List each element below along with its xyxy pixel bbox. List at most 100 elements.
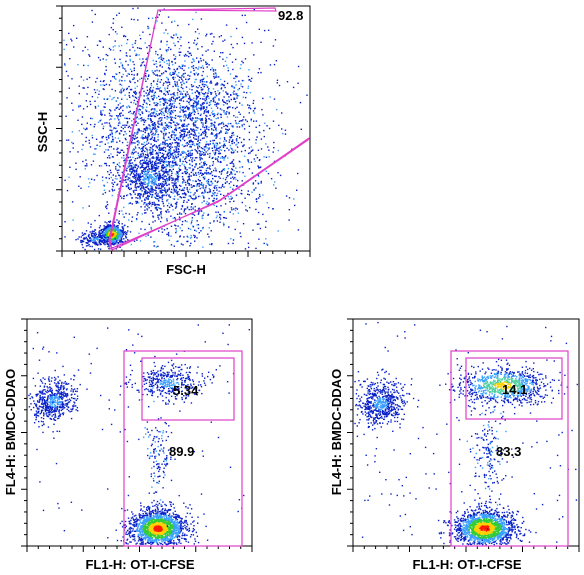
cell-point [156,198,158,200]
cell-point [107,136,109,138]
cell-point [112,138,114,141]
cell-point [146,95,148,97]
debris-point [93,230,95,233]
cell-point [210,100,212,102]
cell-point [240,150,243,153]
cell-point [154,204,156,207]
debris-point [126,231,128,234]
cell-point [226,56,228,59]
cell-point [158,57,160,60]
cell-point [111,129,113,132]
cell-point [108,33,110,36]
cell-point [137,178,139,181]
cell-point [144,135,147,138]
cell-point [172,177,174,179]
cell-point [91,117,94,120]
cell-point [106,201,108,203]
cell-point [137,193,139,195]
cell-point [136,140,138,143]
cell-point [216,103,218,105]
cell-point [151,147,153,149]
background-point [86,36,89,38]
cell-point [207,233,209,235]
cell-point [265,238,267,240]
cell-point [209,152,211,155]
cell-point [101,123,103,125]
cell-point [160,56,162,58]
cell-point [197,127,199,129]
cell-point [211,174,214,177]
cell-point [196,184,198,186]
cell-point [151,124,153,126]
debris-point [104,241,106,243]
cell-point [140,185,143,187]
debris-point [129,231,132,233]
cell-point [293,198,295,200]
cell-point [195,95,198,97]
cell-point [248,131,251,134]
cell-point [205,164,208,166]
cell-point [219,216,221,218]
cell-point [190,140,193,142]
cell-point [184,128,186,131]
cell-point [181,193,184,195]
cell-point [120,126,123,128]
debris-point [102,238,104,240]
cell-point [257,197,260,199]
debris-point [82,240,85,243]
cell-point [162,149,165,151]
cell-point [202,88,204,90]
cell-point [129,159,131,162]
cell-point [142,178,145,181]
debris-point [105,234,108,236]
cell-point [132,78,134,81]
cell-point [144,189,146,191]
cell-point [212,97,215,99]
cell-point [169,107,171,110]
debris-point [116,239,119,241]
cell-point [206,172,209,174]
cell-point [171,160,174,162]
debris-point [102,231,104,233]
debris-point [112,238,115,241]
cell-point [164,166,166,168]
panel-cfse-ddao-left: 5.34 89.9 FL1-H: OT-I-CFSE FL4-H: BMDC-D… [3,318,253,572]
cell-point [125,88,128,91]
cell-point [165,170,168,173]
cell-point [108,112,111,115]
cell-point [174,195,176,197]
debris-point [122,231,124,233]
cell-point [161,185,163,187]
debris-point [108,230,110,232]
cell-point [220,35,222,37]
cell-point [120,149,122,151]
cell-point [177,173,179,176]
cell-point [183,90,185,92]
cell-point [176,83,179,85]
cell-point [97,56,100,59]
cell-point [203,146,206,148]
cell-point [137,109,139,111]
cell-point [98,165,101,167]
cell-point [156,104,158,106]
cell-point [228,96,230,98]
debris-point [90,238,92,240]
background-point [135,54,137,57]
background-point [164,122,166,124]
cell-point [264,122,266,124]
cell-point [173,54,175,56]
cell-point [129,170,131,172]
cell-point [151,162,153,164]
cell-point [200,172,202,174]
cell-point [167,178,169,180]
cell-point [146,203,148,205]
cell-point [112,97,114,99]
cell-point [173,106,175,109]
background-point [250,80,252,82]
cell-point [133,91,135,93]
cell-point [102,193,104,195]
cell-point [200,108,203,110]
cell-point [147,164,150,166]
cell-point [96,44,99,46]
cell-point [154,122,156,124]
